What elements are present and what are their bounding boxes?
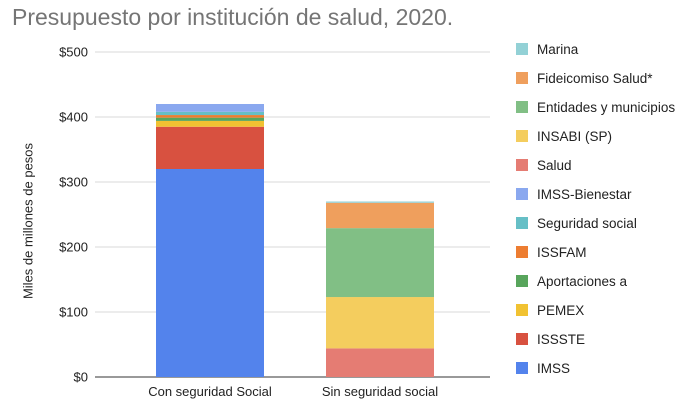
legend-item: IMSS: [516, 359, 570, 377]
legend-item: ISSSTE: [516, 330, 585, 348]
legend-label: Salud: [537, 157, 572, 173]
bar-segment-imss: [156, 169, 264, 377]
legend-item: Aportaciones a: [516, 272, 627, 290]
y-tick-label: $500: [59, 45, 88, 60]
legend-item: Entidades y municipios: [516, 98, 675, 116]
legend-item: Fideicomiso Salud*: [516, 69, 653, 87]
legend-swatch: [516, 217, 528, 229]
legend-swatch: [516, 130, 528, 142]
legend-label: Entidades y municipios: [537, 99, 676, 115]
legend-label: Seguridad social: [537, 215, 637, 231]
bar-segment-issfam: [156, 115, 264, 118]
bar-segment-entidades-y-municipios: [326, 228, 434, 298]
legend-item: IMSS-Bienestar: [516, 185, 632, 203]
bar-segment-salud: [326, 348, 434, 377]
chart-title: Presupuesto por institución de salud, 20…: [12, 4, 454, 30]
legend-item: Salud: [516, 156, 572, 174]
bar-segment-seguridad-social: [156, 111, 264, 116]
legend-label: Aportaciones a: [537, 273, 628, 289]
legend-swatch: [516, 188, 528, 200]
bar-segment-fideicomiso-salud: [326, 202, 434, 229]
x-tick-label: Con seguridad Social: [148, 384, 272, 399]
legend-label: ISSSTE: [537, 331, 586, 347]
legend-swatch: [516, 275, 528, 287]
legend-swatch: [516, 246, 528, 258]
legend-item: Seguridad social: [516, 214, 637, 232]
bar-segment-issste: [156, 126, 264, 169]
bar-segment-pemex: [156, 120, 264, 127]
y-tick-label: $200: [59, 240, 88, 255]
legend-item: Marina: [516, 40, 578, 58]
y-tick-label: $300: [59, 175, 88, 190]
legend-item: PEMEX: [516, 301, 584, 319]
legend-label: IMSS-Bienestar: [537, 186, 632, 202]
legend-swatch: [516, 43, 528, 55]
legend-label: PEMEX: [537, 302, 585, 318]
bar-segment-marina: [326, 201, 434, 203]
legend-label: Fideicomiso Salud*: [537, 70, 653, 86]
legend-label: Marina: [537, 41, 579, 57]
legend-swatch: [516, 159, 528, 171]
legend-item: INSABI (SP): [516, 127, 612, 145]
legend-label: ISSFAM: [537, 244, 587, 260]
y-tick-label: $400: [59, 110, 88, 125]
legend-label: INSABI (SP): [537, 128, 613, 144]
y-tick-label: $100: [59, 305, 88, 320]
legend-swatch: [516, 101, 528, 113]
legend-swatch: [516, 362, 528, 374]
bar-segment-imss-bienestar: [156, 104, 264, 112]
legend-label: IMSS: [537, 360, 571, 376]
y-tick-label: $0: [74, 370, 88, 385]
legend-item: ISSFAM: [516, 243, 587, 261]
legend-swatch: [516, 333, 528, 345]
x-tick-label: Sin seguridad social: [322, 384, 438, 399]
legend-swatch: [516, 304, 528, 316]
bar-segment-insabi-sp: [326, 297, 434, 349]
legend-swatch: [516, 72, 528, 84]
bar-segment-aportaciones-a: [156, 117, 264, 121]
